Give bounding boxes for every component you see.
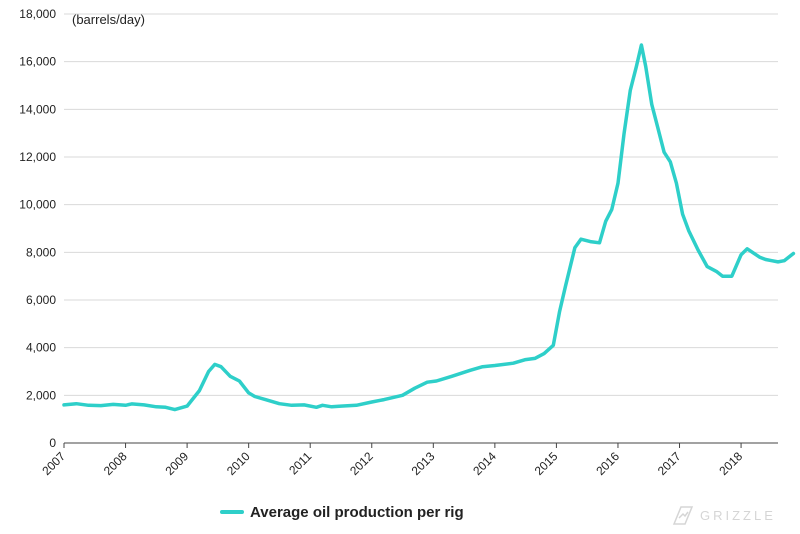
y-tick-label: 2,000 bbox=[26, 388, 56, 402]
x-tick-label: 2007 bbox=[39, 449, 68, 478]
y-tick-label: 10,000 bbox=[19, 198, 56, 212]
legend-swatch bbox=[220, 510, 244, 514]
x-axis-ticks: 2007 2008 2009 2010 2011 2012 2013 2014 2015 2016… bbox=[39, 443, 745, 478]
x-tick-label: 2016 bbox=[593, 449, 622, 478]
legend-label: Average oil production per rig bbox=[250, 503, 464, 521]
x-tick-label: 2018 bbox=[716, 449, 745, 478]
x-tick-label: 2013 bbox=[409, 449, 438, 478]
x-tick-label: 2014 bbox=[470, 449, 499, 478]
series-line-average-oil-production-per-rig bbox=[62, 43, 796, 412]
y-tick-label: 14,000 bbox=[19, 102, 56, 116]
watermark: GRIZZLE bbox=[672, 500, 797, 530]
x-tick-label: 2015 bbox=[532, 449, 561, 478]
y-tick-label: 12,000 bbox=[19, 150, 56, 164]
y-unit-label: (barrels/day) bbox=[72, 12, 145, 27]
grizzle-logo-icon bbox=[672, 506, 694, 525]
x-tick-label: 2012 bbox=[347, 449, 376, 478]
x-tick-label: 2009 bbox=[162, 449, 191, 478]
legend: Average oil production per rig bbox=[220, 501, 464, 523]
watermark-text: GRIZZLE bbox=[700, 507, 776, 523]
x-tick-label: 2017 bbox=[655, 449, 684, 478]
y-tick-label: 8,000 bbox=[26, 245, 56, 259]
x-tick-label: 2010 bbox=[224, 449, 253, 478]
y-tick-label: 18,000 bbox=[19, 7, 56, 21]
x-tick-label: 2008 bbox=[101, 449, 130, 478]
y-axis-ticks: 0 2,000 4,000 6,000 8,000 10,000 12,000 14,000 1… bbox=[19, 7, 56, 450]
series-group bbox=[62, 43, 796, 412]
x-tick-label: 2011 bbox=[286, 449, 314, 477]
y-tick-label: 0 bbox=[49, 436, 56, 450]
gridlines bbox=[64, 13, 778, 396]
y-tick-label: 4,000 bbox=[26, 341, 56, 355]
y-tick-label: 6,000 bbox=[26, 293, 56, 307]
y-tick-label: 16,000 bbox=[19, 55, 56, 69]
